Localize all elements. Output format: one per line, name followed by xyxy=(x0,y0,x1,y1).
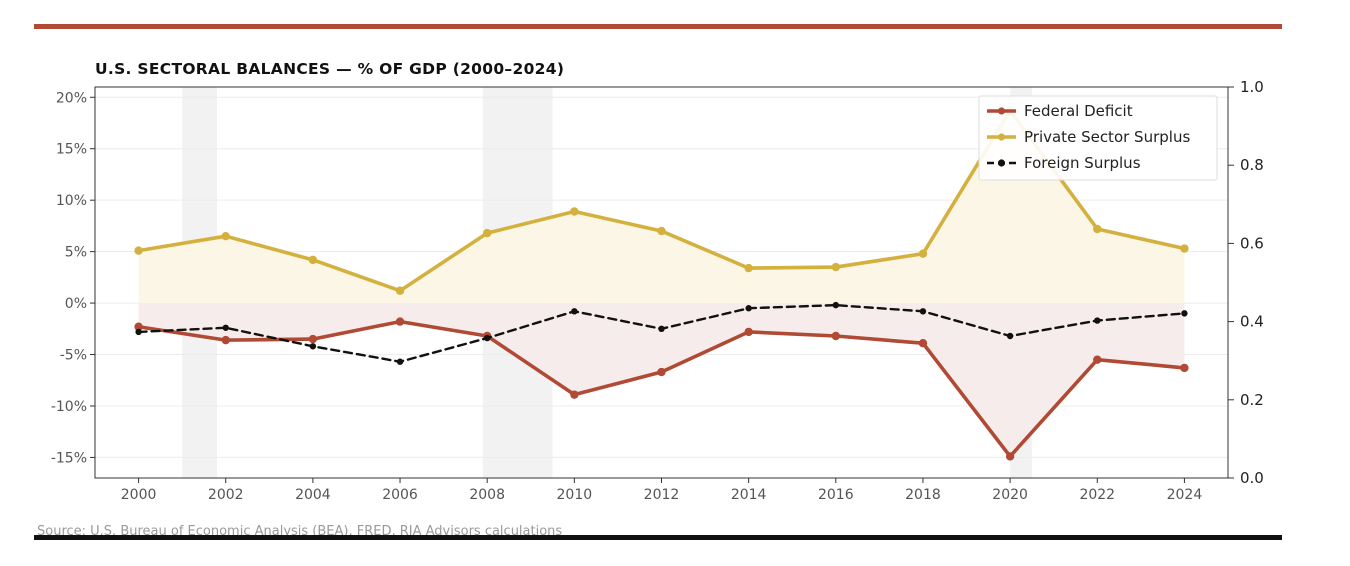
federal-deficit-point-2022 xyxy=(1093,355,1102,364)
y-tick-label-6: -10% xyxy=(51,399,87,415)
x-tick-label-2010: 2010 xyxy=(557,487,593,503)
x-tick-label-2006: 2006 xyxy=(382,487,418,503)
private-sector-surplus-point-2024 xyxy=(1180,244,1189,253)
y-axis-left: 20% 15% 10% 5% 0% -5% -10% -15% xyxy=(51,90,95,466)
legend-label-private-sector-surplus: Private Sector Surplus xyxy=(1024,128,1190,146)
legend-marker-foreign-surplus xyxy=(997,159,1006,167)
federal-deficit-point-2016 xyxy=(831,331,841,341)
x-tick-label-2002: 2002 xyxy=(208,487,244,503)
y-tick-label-4: 0% xyxy=(65,296,87,312)
y-axis-right: 1.0 0.8 0.6 0.4 0.2 0.0 xyxy=(1228,78,1264,487)
y-tick-label-7: -15% xyxy=(51,450,87,466)
private-sector-surplus-point-2016 xyxy=(831,262,841,272)
y2-tick-label-1: 0.8 xyxy=(1240,156,1264,174)
foreign-surplus-point-2010 xyxy=(571,308,578,315)
private-sector-surplus-point-2018 xyxy=(918,249,928,258)
legend-marker-federal-deficit xyxy=(997,107,1006,115)
private-sector-surplus-point-2000 xyxy=(134,246,143,255)
x-tick-label-2000: 2000 xyxy=(121,487,157,503)
y-tick-label-5: -5% xyxy=(60,348,87,364)
federal-deficit-point-2002 xyxy=(221,335,230,345)
y2-tick-label-4: 0.2 xyxy=(1240,391,1264,409)
foreign-surplus-point-2012 xyxy=(658,325,665,333)
legend-label-federal-deficit: Federal Deficit xyxy=(1024,102,1133,120)
x-tick-label-2014: 2014 xyxy=(731,487,767,503)
foreign-surplus-point-2006 xyxy=(396,358,404,365)
federal-deficit-point-2000 xyxy=(134,322,143,331)
x-tick-label-2012: 2012 xyxy=(644,487,680,503)
federal-deficit-point-2012 xyxy=(657,367,666,377)
foreign-surplus-point-2004 xyxy=(309,343,317,350)
foreign-surplus-point-2002 xyxy=(222,324,229,331)
federal-deficit-point-2010 xyxy=(570,390,579,399)
federal-deficit-point-2018 xyxy=(918,339,928,348)
federal-deficit-point-2004 xyxy=(308,334,318,344)
x-tick-label-2004: 2004 xyxy=(295,487,331,503)
x-axis: 2000 2002 2004 2006 2008 2010 2012 2014 2016 2018… xyxy=(121,478,1203,503)
legend-box xyxy=(978,95,1218,181)
y-tick-label-3: 5% xyxy=(65,245,87,261)
private-sector-surplus-point-2004 xyxy=(308,255,318,265)
federal-deficit-point-2024 xyxy=(1180,363,1189,373)
federal-deficit-point-2006 xyxy=(395,317,405,326)
private-sector-surplus-point-2022 xyxy=(1093,224,1102,234)
federal-deficit-point-2020 xyxy=(1005,452,1015,461)
y-tick-label-2: 10% xyxy=(56,193,87,209)
foreign-surplus-point-2000 xyxy=(135,328,142,336)
series-lines xyxy=(134,106,1189,461)
foreign-surplus-point-2018 xyxy=(919,308,927,315)
y-tick-label-1: 15% xyxy=(56,142,87,158)
foreign-surplus-point-2014 xyxy=(745,305,752,312)
y2-tick-label-5: 0.0 xyxy=(1240,469,1264,487)
foreign-surplus-point-2022 xyxy=(1094,317,1101,324)
private-sector-surplus-point-2006 xyxy=(395,286,405,295)
private-sector-surplus-point-2012 xyxy=(657,226,666,236)
chart-title: U.S. SECTORAL BALANCES — % OF GDP (2000–… xyxy=(95,60,564,78)
x-tick-label-2020: 2020 xyxy=(992,487,1028,503)
y-tick-label-0: 20% xyxy=(56,90,87,106)
y2-tick-label-0: 1.0 xyxy=(1240,78,1264,96)
legend-marker-private-sector-surplus xyxy=(997,133,1006,141)
private-sector-surplus-point-2014 xyxy=(744,263,753,273)
legend: Federal Deficit Private Sector Surplus For… xyxy=(978,95,1218,181)
private-sector-surplus-point-2010 xyxy=(570,207,579,216)
bottom-rule xyxy=(34,535,1282,540)
federal-deficit-point-2014 xyxy=(744,327,753,337)
y2-tick-label-3: 0.4 xyxy=(1240,313,1264,331)
foreign-surplus-point-2020 xyxy=(1006,332,1014,340)
x-tick-label-2016: 2016 xyxy=(818,487,854,503)
x-tick-label-2008: 2008 xyxy=(469,487,505,503)
foreign-surplus-point-2024 xyxy=(1181,310,1188,317)
legend-label-foreign-surplus: Foreign Surplus xyxy=(1024,154,1141,172)
foreign-surplus-point-2016 xyxy=(832,301,840,309)
x-tick-label-2024: 2024 xyxy=(1167,487,1203,503)
foreign-surplus-point-2008 xyxy=(483,334,491,342)
private-sector-surplus-point-2008 xyxy=(482,228,492,238)
top-rule xyxy=(34,24,1282,29)
x-tick-label-2022: 2022 xyxy=(1079,487,1115,503)
private-sector-surplus-point-2002 xyxy=(221,231,230,241)
y2-tick-label-2: 0.6 xyxy=(1240,234,1264,252)
x-tick-label-2018: 2018 xyxy=(905,487,941,503)
